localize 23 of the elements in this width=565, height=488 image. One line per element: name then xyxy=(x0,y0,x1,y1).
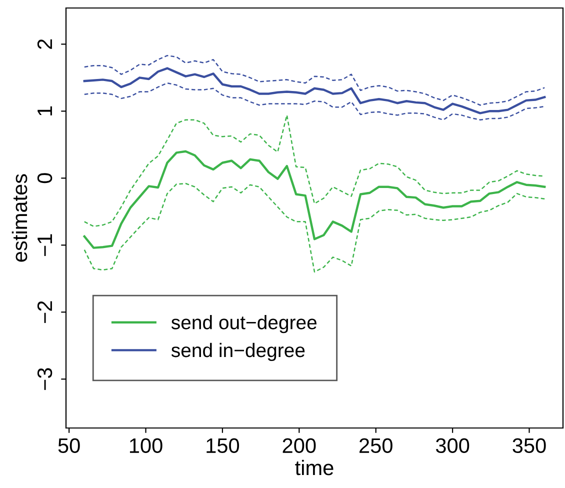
y-axis-title: estimates xyxy=(12,174,28,262)
x-tick-label: 300 xyxy=(436,438,470,454)
x-tick-label: 150 xyxy=(206,438,240,454)
line-series xyxy=(83,150,546,249)
line-series xyxy=(84,82,546,120)
legend-label: send in−degree xyxy=(171,342,305,362)
line-series xyxy=(83,67,546,114)
legend-label: send out−degree xyxy=(171,315,317,334)
x-tick-label: 50 xyxy=(58,438,80,454)
x-tick-label: 100 xyxy=(130,438,162,454)
line-series xyxy=(84,114,546,227)
y-tick-label: −1 xyxy=(38,234,52,256)
line-series xyxy=(84,182,546,273)
y-tick-label: 1 xyxy=(38,106,52,116)
x-tick-label: 250 xyxy=(360,438,392,454)
y-tick-label: 2 xyxy=(37,39,52,49)
line-series xyxy=(84,54,546,106)
x-axis-title: time xyxy=(295,460,334,476)
y-tick-label: 0 xyxy=(37,173,52,184)
y-tick-label: −3 xyxy=(37,368,52,390)
y-tick-label: −2 xyxy=(37,301,52,323)
x-tick-label: 350 xyxy=(512,438,546,454)
x-tick-label: 200 xyxy=(282,438,316,454)
